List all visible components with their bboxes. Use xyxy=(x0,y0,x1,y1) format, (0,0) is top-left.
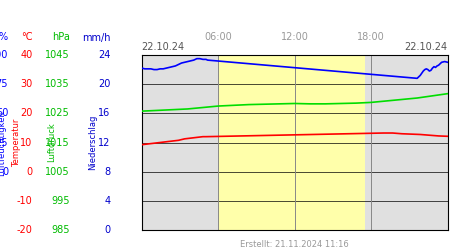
Text: 0: 0 xyxy=(104,225,110,235)
Text: 0: 0 xyxy=(2,167,8,177)
Text: °C: °C xyxy=(21,32,32,42)
Text: 100: 100 xyxy=(0,50,8,60)
Text: 1025: 1025 xyxy=(45,108,70,118)
Text: Erstellt: 21.11.2024 11:16: Erstellt: 21.11.2024 11:16 xyxy=(240,240,349,249)
Text: 1015: 1015 xyxy=(45,138,70,147)
Text: 18:00: 18:00 xyxy=(357,32,385,42)
Text: 1045: 1045 xyxy=(45,50,70,60)
Text: 10: 10 xyxy=(20,138,32,147)
Text: mm/h: mm/h xyxy=(82,32,110,42)
Bar xyxy=(218,55,365,230)
Text: 22.10.24: 22.10.24 xyxy=(142,42,185,52)
Text: 20: 20 xyxy=(98,79,110,89)
Text: 1005: 1005 xyxy=(45,167,70,177)
Text: 75: 75 xyxy=(0,79,8,89)
Text: Luftfeuchtigkeit: Luftfeuchtigkeit xyxy=(0,110,6,176)
Text: 50: 50 xyxy=(0,108,8,118)
Text: %: % xyxy=(0,32,8,42)
Text: 06:00: 06:00 xyxy=(204,32,232,42)
Text: -10: -10 xyxy=(17,196,32,206)
Text: 25: 25 xyxy=(0,138,8,147)
Text: 30: 30 xyxy=(20,79,32,89)
Text: Luftdruck: Luftdruck xyxy=(47,122,56,162)
Text: 12: 12 xyxy=(98,138,110,147)
Text: Temperatur: Temperatur xyxy=(12,118,21,167)
Text: 40: 40 xyxy=(20,50,32,60)
Text: hPa: hPa xyxy=(52,32,70,42)
Text: 12:00: 12:00 xyxy=(281,32,309,42)
Text: 4: 4 xyxy=(104,196,110,206)
Text: -20: -20 xyxy=(17,225,32,235)
Text: 24: 24 xyxy=(98,50,110,60)
Text: 8: 8 xyxy=(104,167,110,177)
Text: 1035: 1035 xyxy=(45,79,70,89)
Text: 16: 16 xyxy=(98,108,110,118)
Text: 0: 0 xyxy=(26,167,32,177)
Text: 20: 20 xyxy=(20,108,32,118)
Text: 22.10.24: 22.10.24 xyxy=(405,42,448,52)
Text: 995: 995 xyxy=(51,196,70,206)
Text: Niederschlag: Niederschlag xyxy=(88,115,97,170)
Text: 985: 985 xyxy=(51,225,70,235)
